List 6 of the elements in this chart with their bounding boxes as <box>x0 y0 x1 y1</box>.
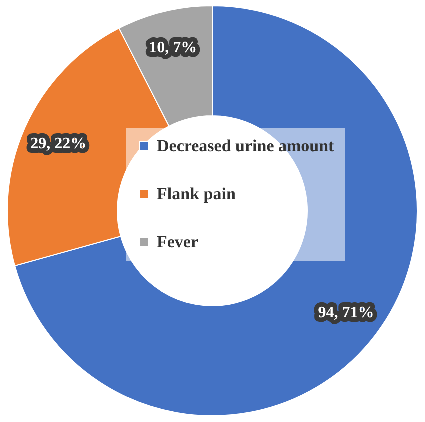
data-label: 10, 7% <box>149 40 198 57</box>
legend-label: Decreased urine amount <box>157 136 335 156</box>
data-label: 29, 22% <box>30 136 87 153</box>
legend-label: Fever <box>157 232 199 252</box>
data-label: 94, 71% <box>318 304 374 322</box>
legend-label: Flank pain <box>157 184 236 204</box>
